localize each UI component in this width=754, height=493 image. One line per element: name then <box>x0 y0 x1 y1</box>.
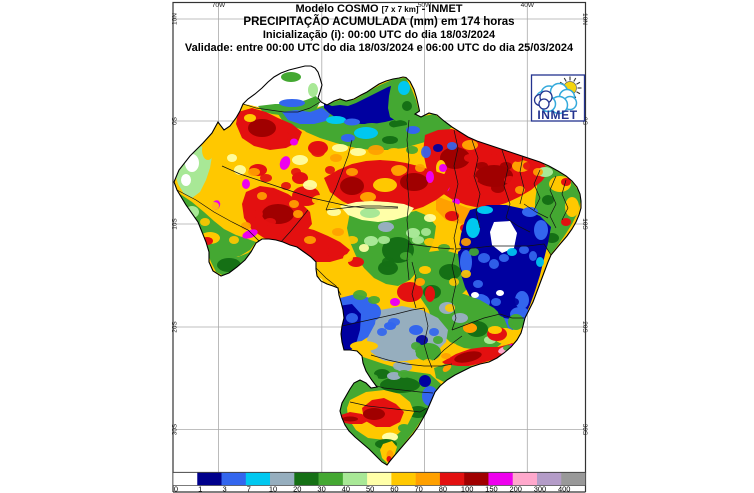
svg-text:PRECIPITAÇÃO ACUMULADA (mm) em: PRECIPITAÇÃO ACUMULADA (mm) em 174 horas <box>243 15 514 28</box>
svg-text:300: 300 <box>534 485 547 493</box>
svg-text:Inicialização (i): 00:00 UTC d: Inicialização (i): 00:00 UTC do dia 18/0… <box>263 29 496 41</box>
svg-text:10S: 10S <box>172 218 179 230</box>
svg-text:70W: 70W <box>212 2 226 9</box>
svg-text:60: 60 <box>390 485 398 493</box>
svg-text:Modelo COSMO [7 x 7 km] - INME: Modelo COSMO [7 x 7 km] - INMET <box>295 3 462 15</box>
svg-text:70: 70 <box>414 485 422 493</box>
svg-text:200: 200 <box>509 485 522 493</box>
svg-text:10N: 10N <box>581 13 588 25</box>
svg-text:INMET: INMET <box>537 108 577 122</box>
svg-text:40: 40 <box>342 485 350 493</box>
svg-text:7: 7 <box>247 485 251 493</box>
svg-text:1: 1 <box>198 485 202 493</box>
svg-text:10S: 10S <box>581 218 588 230</box>
svg-text:20S: 20S <box>172 321 179 333</box>
svg-text:10: 10 <box>269 485 277 493</box>
svg-text:40W: 40W <box>521 2 535 9</box>
svg-text:20: 20 <box>293 485 301 493</box>
svg-text:50W: 50W <box>418 2 432 9</box>
svg-text:3: 3 <box>222 485 226 493</box>
svg-text:30S: 30S <box>172 423 179 435</box>
svg-text:20S: 20S <box>581 321 588 333</box>
svg-text:100: 100 <box>461 485 474 493</box>
svg-text:50: 50 <box>366 485 374 493</box>
svg-text:0: 0 <box>174 485 178 493</box>
svg-text:400: 400 <box>558 485 571 493</box>
svg-text:Validade: entre 00:00 UTC do d: Validade: entre 00:00 UTC do dia 18/03/2… <box>185 42 574 54</box>
svg-text:80: 80 <box>439 485 447 493</box>
svg-text:10N: 10N <box>172 13 179 25</box>
svg-text:30: 30 <box>317 485 325 493</box>
svg-text:30S: 30S <box>581 424 588 436</box>
svg-text:0S: 0S <box>172 116 179 125</box>
svg-text:150: 150 <box>485 485 498 493</box>
